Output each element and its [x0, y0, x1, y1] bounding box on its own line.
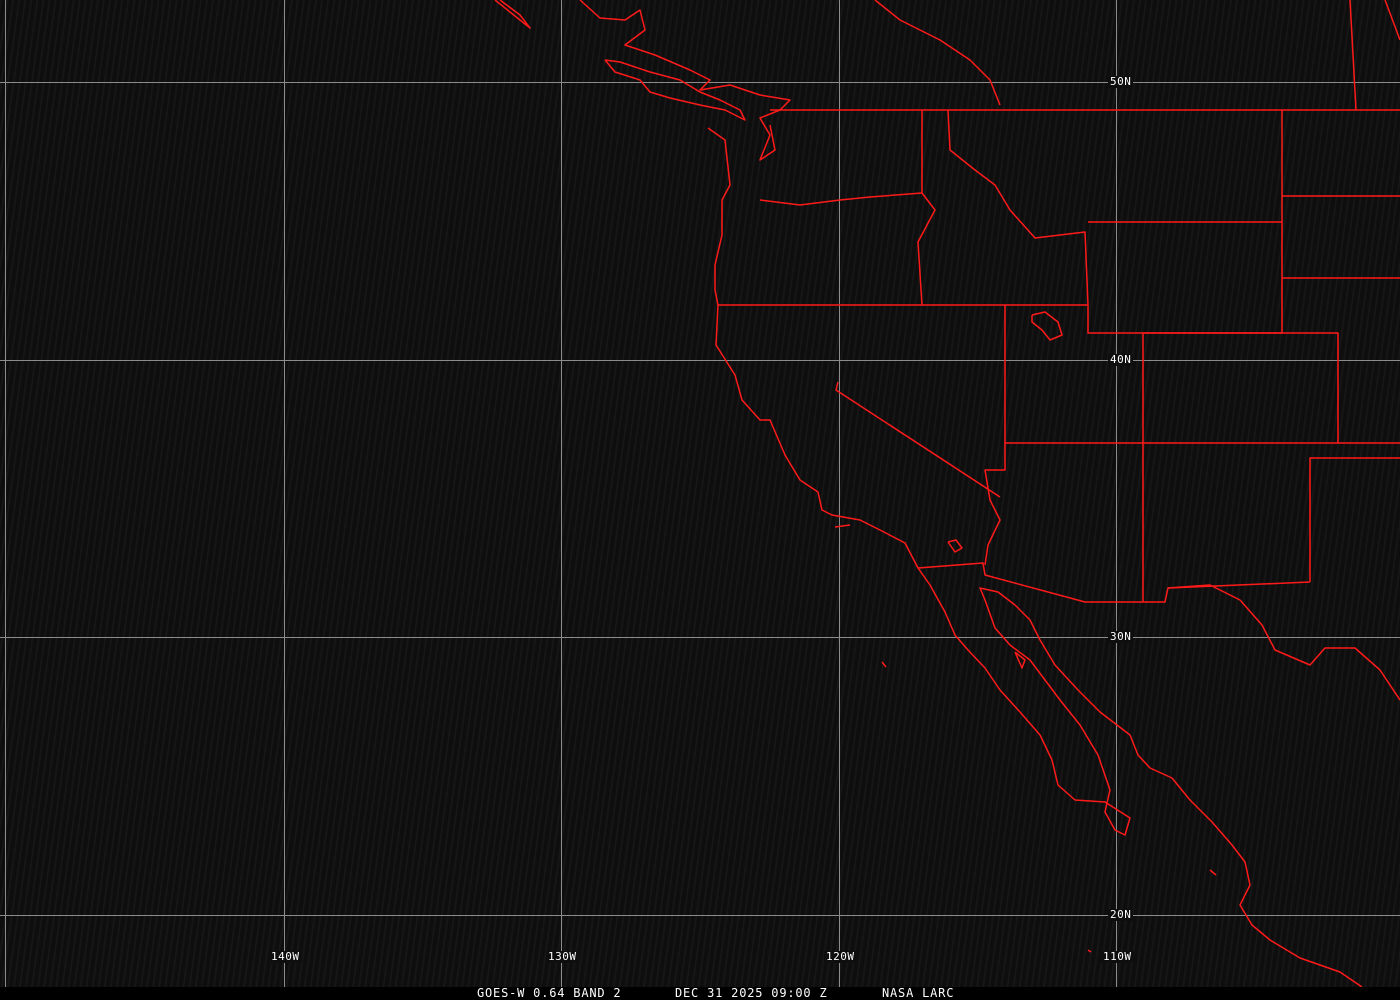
boundaries — [494, 0, 1400, 988]
lon-label-120w: 120W — [824, 950, 857, 963]
wa-or-border — [759, 192, 923, 206]
canada-province-border — [1349, 0, 1357, 111]
channel-islands — [834, 524, 851, 528]
salton-sea — [947, 539, 963, 553]
island-guadalupe — [881, 661, 887, 668]
island-tiburon — [1014, 651, 1026, 669]
caption-source: NASA LARC — [882, 986, 955, 1000]
lat-label-50n: 50N — [1108, 75, 1134, 88]
nm-tx-border — [1309, 457, 1400, 582]
us-mexico-border — [917, 562, 1400, 701]
bc-alberta-border — [874, 0, 1001, 106]
lat-label-20n: 20N — [1108, 908, 1134, 921]
coastline-canada — [494, 0, 531, 29]
nv-ut-border — [984, 305, 1006, 566]
lat-label-30n: 30N — [1108, 630, 1134, 643]
great-salt-lake — [1031, 311, 1063, 341]
island-revillagigedo — [1209, 869, 1217, 876]
caption-datetime: DEC 31 2025 09:00 Z — [675, 986, 828, 1000]
lat-label-40n: 40N — [1108, 353, 1134, 366]
lon-label-130w: 130W — [546, 950, 579, 963]
co-borders — [1143, 332, 1339, 443]
vancouver-island — [604, 59, 746, 121]
wa-id-border — [917, 110, 936, 306]
coastline-us-mexico — [707, 127, 1363, 988]
lon-label-140w: 140W — [269, 950, 302, 963]
nm-south-border — [1167, 581, 1311, 589]
caption-product: GOES-W 0.64 BAND 2 — [477, 986, 622, 1000]
lon-label-110w: 110W — [1101, 950, 1134, 963]
ca-nv-border — [835, 381, 1001, 498]
canada-province-border-2 — [1384, 0, 1400, 41]
caption-bar: GOES-W 0.64 BAND 2 DEC 31 2025 09:00 Z N… — [0, 987, 1400, 1000]
coastline-bc — [579, 0, 791, 161]
id-mt-border — [947, 109, 1089, 306]
island-small — [1087, 949, 1092, 953]
